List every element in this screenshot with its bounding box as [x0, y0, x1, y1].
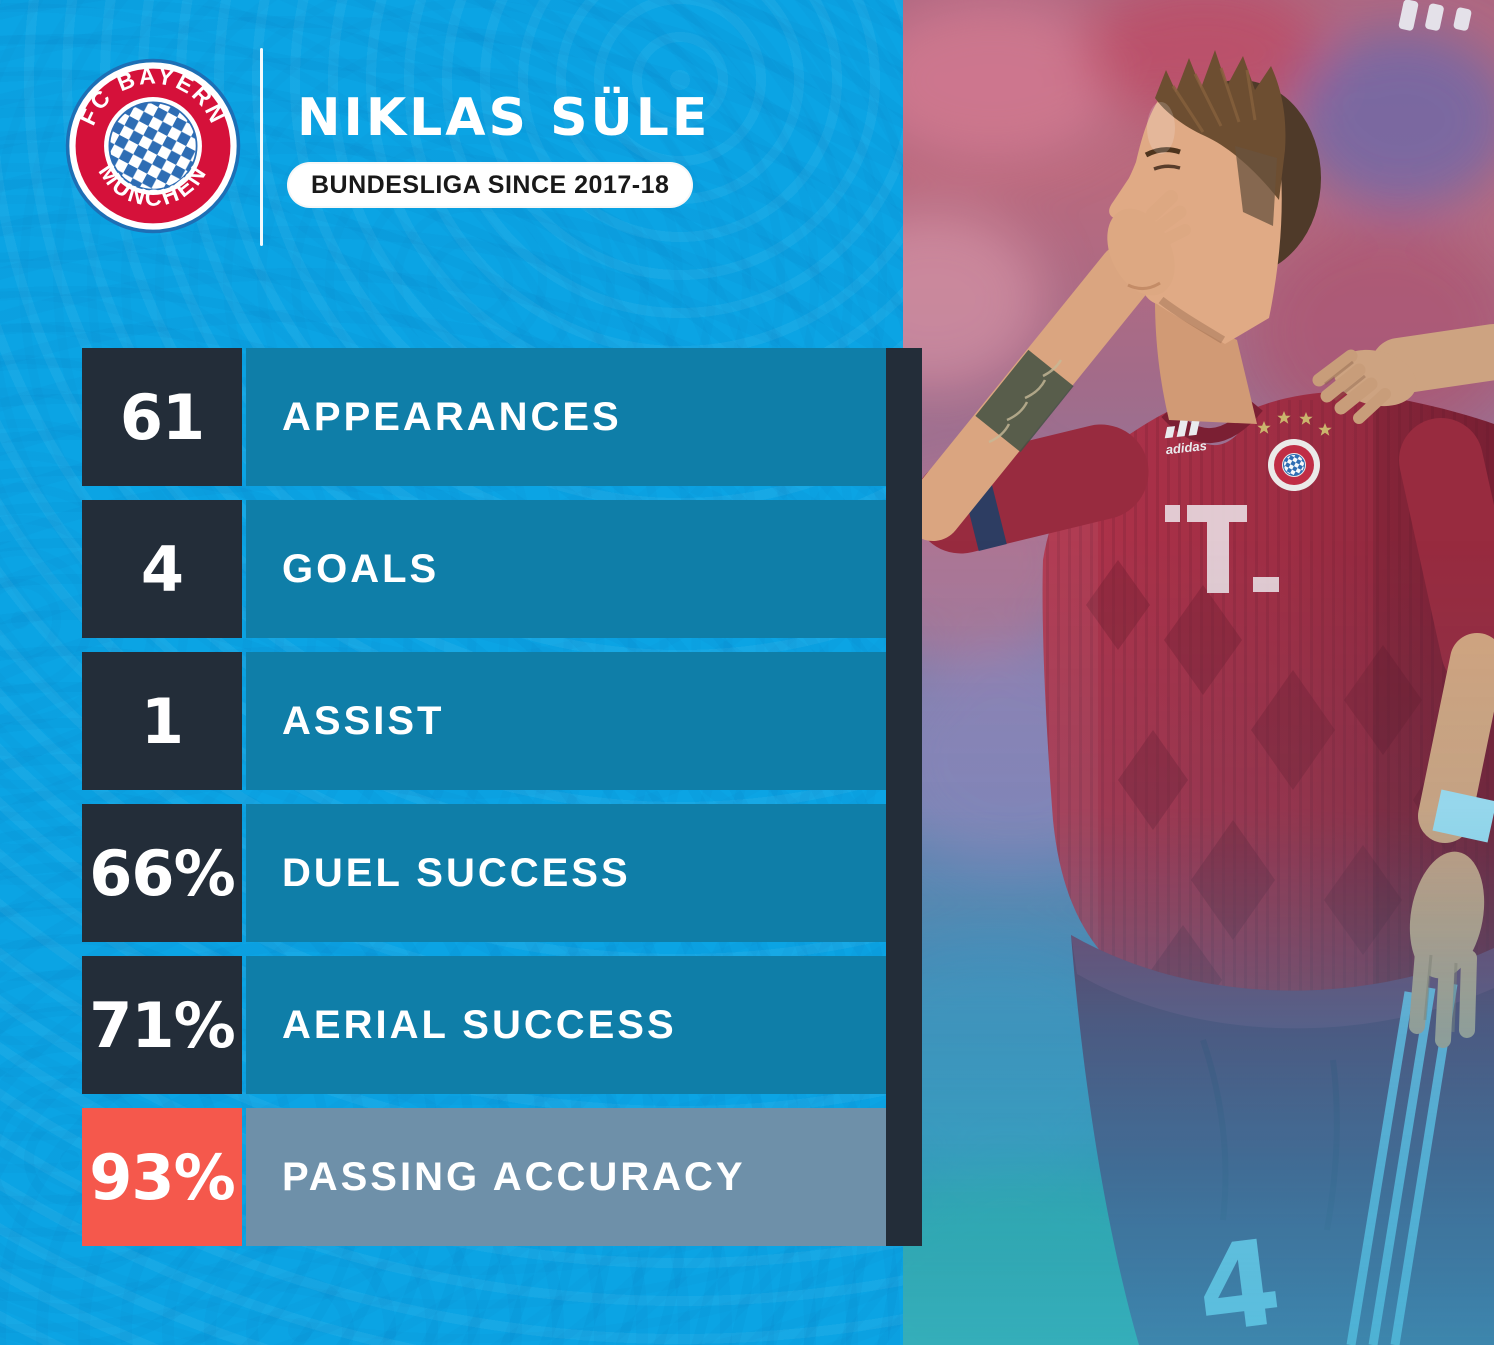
stat-row-aerial-success: 71% AERIAL SUCCESS [82, 956, 922, 1094]
stat-row-duel-success: 66% DUEL SUCCESS [82, 804, 922, 942]
stat-value: 61 [82, 348, 242, 486]
stat-row-passing-accuracy: 93% PASSING ACCURACY [82, 1108, 922, 1246]
header-divider [260, 48, 263, 246]
stat-value: 66% [82, 804, 242, 942]
stat-label: APPEARANCES [246, 348, 886, 486]
player-photo-illustration: adidas QATAR AIRWAYS [903, 0, 1494, 1345]
stat-value: 1 [82, 652, 242, 790]
player-raised-arm [904, 190, 1191, 554]
shaved-side [1235, 146, 1277, 226]
subtitle-pill: BUNDESLIGA SINCE 2017-18 [287, 162, 694, 208]
stat-label-highlight: PASSING ACCURACY [246, 1108, 886, 1246]
lozenge-core [108, 101, 198, 191]
stat-label: DUEL SUCCESS [246, 804, 886, 942]
subtitle-text: BUNDESLIGA SINCE 2017-18 [311, 170, 670, 199]
neck [1155, 300, 1257, 424]
club-logo: FC BAYERN MÜNCHEN [65, 58, 241, 234]
player-name-title: NIKLAS SÜLE [297, 88, 711, 148]
bayern-crest-icon [1257, 411, 1332, 491]
stats-table: 61 APPEARANCES 4 GOALS 1 ASSIST 66% DUEL… [82, 348, 922, 1246]
stat-row-goals: 4 GOALS [82, 500, 922, 638]
stat-value-highlight: 93% [82, 1108, 242, 1246]
adidas-wordmark: adidas [1165, 438, 1208, 457]
blue-wash-overlay [903, 520, 1494, 1345]
stat-value: 71% [82, 956, 242, 1094]
stat-label: ASSIST [246, 652, 886, 790]
stat-row-appearances: 61 APPEARANCES [82, 348, 922, 486]
stat-label: GOALS [246, 500, 886, 638]
stat-row-assist: 1 ASSIST [82, 652, 922, 790]
stat-value: 4 [82, 500, 242, 638]
stat-label: AERIAL SUCCESS [246, 956, 886, 1094]
player-photo: adidas QATAR AIRWAYS [903, 0, 1494, 1345]
eyebrow [1144, 147, 1181, 158]
adidas-logo-icon: adidas [1164, 410, 1208, 457]
table-end-bar [886, 348, 922, 1246]
cool-tint-overlay [903, 0, 1494, 1345]
tattoo-band [975, 349, 1074, 453]
background-jersey-marks [1398, 0, 1472, 31]
teammate-hand [1312, 324, 1494, 424]
eye [1153, 164, 1181, 171]
